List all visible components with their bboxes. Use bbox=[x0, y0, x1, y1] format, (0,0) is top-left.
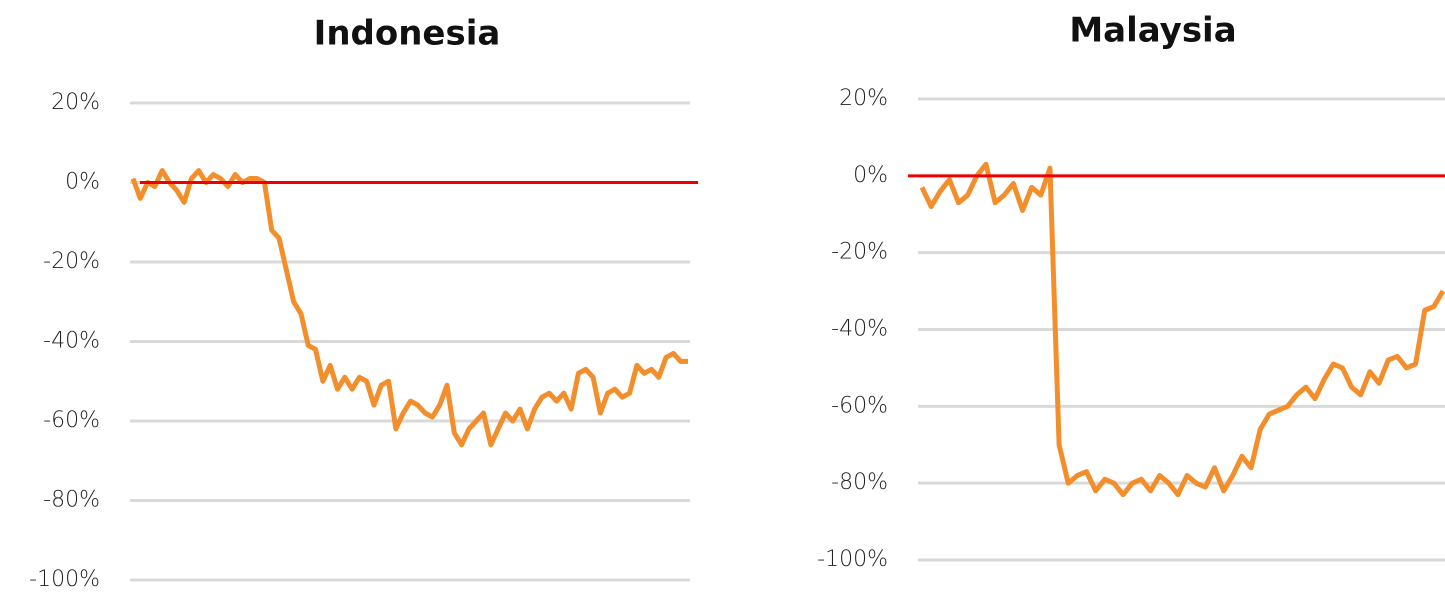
y-tick-label: 20% bbox=[51, 90, 100, 115]
y-tick-label: 0% bbox=[853, 163, 888, 188]
y-tick-label: -80% bbox=[43, 488, 100, 513]
y-tick-label: -80% bbox=[831, 470, 888, 495]
y-tick-label: -60% bbox=[43, 408, 100, 433]
data-line bbox=[919, 161, 1445, 498]
y-tick-label: -40% bbox=[43, 329, 100, 354]
data-line bbox=[130, 168, 688, 448]
y-tick-label: -20% bbox=[43, 249, 100, 274]
y-tick-label: 0% bbox=[65, 170, 100, 195]
y-tick-label: -100% bbox=[817, 547, 888, 572]
y-tick-label: -40% bbox=[831, 317, 888, 342]
chart-title: Indonesia bbox=[314, 14, 501, 54]
chart-title: Malaysia bbox=[1069, 11, 1236, 51]
y-tick-label: -20% bbox=[831, 240, 888, 265]
y-tick-label: 20% bbox=[839, 86, 888, 111]
y-tick-label: -100% bbox=[29, 567, 100, 592]
y-tick-label: -60% bbox=[831, 393, 888, 418]
